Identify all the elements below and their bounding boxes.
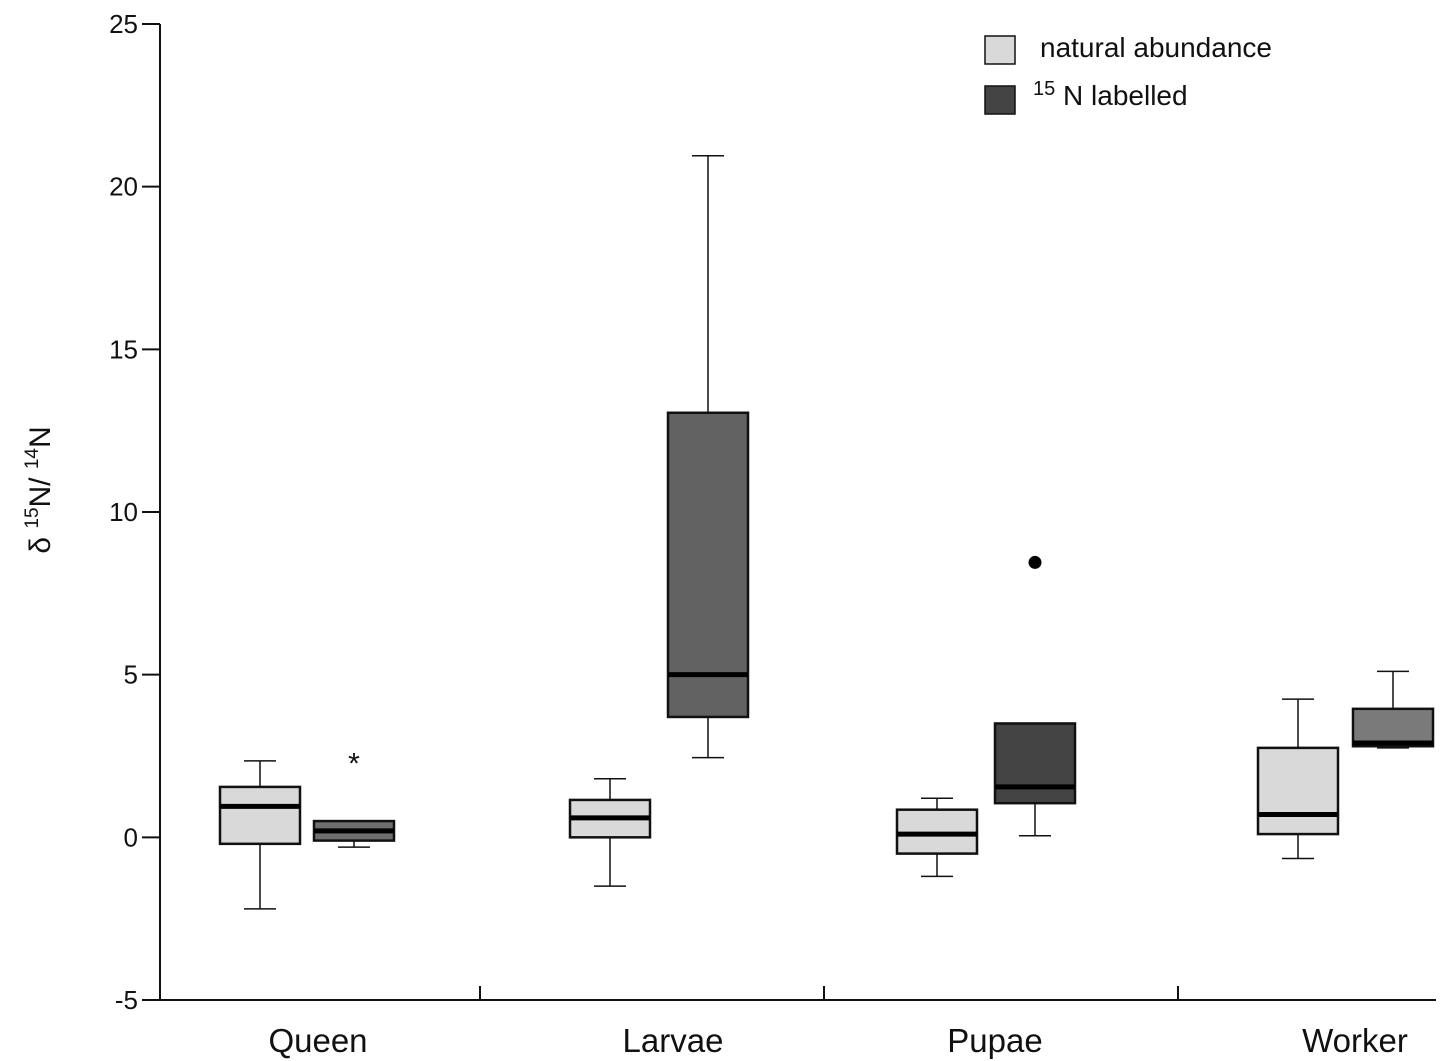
box-iqr	[1258, 748, 1338, 834]
axes: -5 0 5 10 15 20 25 Queen Larvae Pupae Worker	[109, 9, 1436, 1059]
box-queen-natural	[220, 761, 300, 909]
y-tick-label: 25	[109, 9, 138, 39]
legend-item-15n-labelled: 15 N labelled	[985, 78, 1188, 114]
y-tick-label: -5	[115, 985, 138, 1015]
legend-label: 15 N labelled	[1033, 78, 1188, 111]
box-larvae-labelled	[668, 156, 748, 758]
x-category-label: Larvae	[623, 1022, 724, 1059]
y-tick-label: 0	[124, 822, 138, 852]
box-larvae-natural	[570, 779, 650, 886]
box-pupae-natural	[897, 798, 977, 876]
box-series: *	[220, 156, 1433, 909]
legend: natural abundance 15 N labelled	[985, 32, 1272, 114]
legend-swatch	[985, 36, 1015, 64]
box-iqr	[995, 723, 1075, 803]
significance-annotation: *	[348, 747, 360, 780]
box-worker-natural	[1258, 699, 1338, 858]
y-tick-label: 20	[109, 172, 138, 202]
y-tick-label: 15	[109, 334, 138, 364]
y-tick-label: 10	[109, 497, 138, 527]
box-pupae-labelled	[995, 556, 1075, 836]
box-worker-labelled	[1353, 671, 1433, 747]
box-iqr	[220, 787, 300, 844]
x-category-label: Worker	[1302, 1022, 1408, 1059]
legend-label-text: N labelled	[1055, 80, 1187, 111]
y-tick-label: 5	[124, 660, 138, 690]
legend-item-natural-abundance: natural abundance	[985, 32, 1272, 64]
legend-swatch	[985, 86, 1015, 114]
x-category-label: Queen	[268, 1022, 367, 1059]
legend-label: natural abundance	[1040, 32, 1272, 63]
box-iqr	[668, 413, 748, 717]
outlier-point	[1029, 556, 1042, 569]
legend-label-superscript: 15	[1033, 78, 1055, 100]
x-category-label: Pupae	[947, 1022, 1042, 1059]
box-queen-labelled: *	[314, 747, 394, 847]
y-axis-label: δ 15N/ 14N	[22, 426, 57, 553]
